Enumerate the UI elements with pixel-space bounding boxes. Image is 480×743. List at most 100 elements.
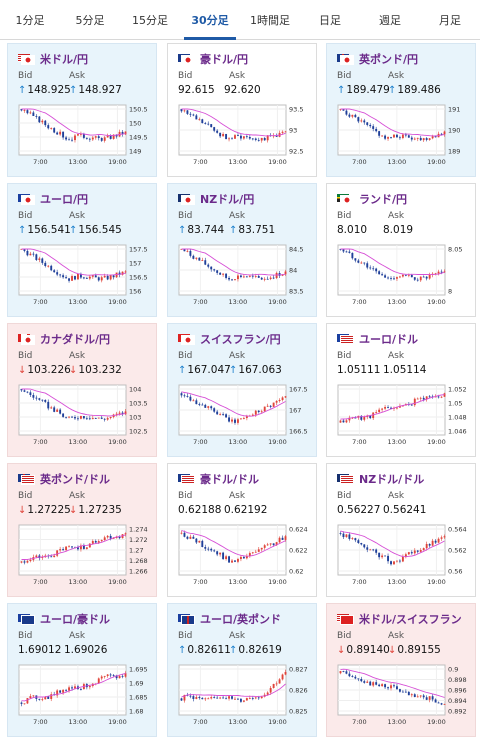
candle-body bbox=[381, 684, 384, 687]
candle-body bbox=[369, 549, 372, 551]
rate-card[interactable]: ユーロ/円 Bid Ask ↑156.541 ↑156.545 157.5 157 156.5… bbox=[7, 183, 157, 317]
rate-card[interactable]: 英ポンド/円 Bid Ask ↑189.479 ↑189.486 191 190 189 7:0… bbox=[326, 43, 476, 177]
rate-card[interactable]: 米ドル/スイスフラン Bid Ask ↓0.89140 ↓0.89155 0.9 0.898… bbox=[326, 603, 476, 737]
mini-candlestick-chart[interactable]: 1.052 1.05 1.048 1.046 7:00 13:00 19:00 bbox=[335, 381, 467, 453]
candle-body bbox=[428, 696, 431, 700]
candle-body bbox=[50, 265, 53, 271]
card-header: ランド/円 bbox=[337, 192, 407, 206]
tab-7[interactable]: 週足 bbox=[379, 14, 401, 27]
candle-body bbox=[345, 534, 348, 538]
candle-body bbox=[85, 278, 88, 279]
candle-body bbox=[354, 114, 357, 118]
tab-5[interactable]: 1時間足 bbox=[250, 14, 290, 27]
currency-pair-name[interactable]: 豪ドル/ドル bbox=[200, 473, 260, 486]
rate-card[interactable]: スイスフラン/円 Bid Ask ↑167.047 ↑167.063 167.5 167 16… bbox=[167, 323, 317, 457]
x-tick-label: 7:00 bbox=[33, 438, 48, 446]
currency-pair-name[interactable]: ユーロ/豪ドル bbox=[40, 613, 111, 626]
candle-body bbox=[68, 546, 70, 548]
mini-candlestick-chart[interactable]: 191 190 189 7:00 13:00 19:00 bbox=[335, 101, 467, 173]
mini-candlestick-chart[interactable]: 0.624 0.622 0.62 7:00 13:00 19:00 bbox=[176, 521, 308, 593]
candle-body bbox=[431, 136, 434, 139]
currency-pair-name[interactable]: NZドル/ドル bbox=[359, 473, 425, 486]
ask-number: 0.82619 bbox=[238, 644, 282, 656]
candle-body bbox=[29, 112, 32, 114]
mini-candlestick-chart[interactable]: 1.274 1.272 1.27 1.268 1.266 7:00 13:00 19:00 bbox=[16, 521, 148, 593]
currency-pair-name[interactable]: スイスフラン/円 bbox=[200, 333, 281, 346]
mini-candlestick-chart[interactable]: 84.5 84 83.5 7:00 13:00 19:00 bbox=[176, 241, 308, 313]
candle-body bbox=[443, 131, 446, 135]
y-tick-label: 0.56 bbox=[448, 568, 462, 576]
mini-candlestick-chart[interactable]: 93.5 93 92.5 7:00 13:00 19:00 bbox=[176, 101, 308, 173]
candle-body bbox=[348, 534, 351, 539]
candle-body bbox=[74, 135, 76, 141]
tab-1[interactable]: 1分足 bbox=[15, 14, 45, 27]
y-tick-label: 1.274 bbox=[129, 526, 148, 534]
candle-body bbox=[407, 552, 410, 555]
tab-2[interactable]: 5分足 bbox=[75, 14, 105, 27]
rate-card[interactable]: 米ドル/円 Bid Ask ↑148.925 ↑148.927 150.5 150 149.5… bbox=[7, 43, 157, 177]
chart-svg: 0.624 0.622 0.62 7:00 13:00 19:00 bbox=[178, 524, 308, 586]
x-tick-label: 13:00 bbox=[68, 158, 87, 166]
x-tick-label: 13:00 bbox=[228, 718, 247, 726]
candle-body bbox=[360, 542, 363, 545]
currency-pair-name[interactable]: カナダドル/円 bbox=[40, 333, 111, 346]
tab-3[interactable]: 15分足 bbox=[132, 14, 168, 27]
currency-pair-name[interactable]: 英ポンド/円 bbox=[359, 53, 419, 66]
candle-body bbox=[422, 138, 425, 141]
ask-value: 1.05114 bbox=[383, 364, 426, 376]
mini-candlestick-chart[interactable]: 1.695 1.69 1.685 1.68 7:00 13:00 19:00 bbox=[16, 661, 148, 733]
us-flag-icon bbox=[341, 476, 353, 484]
rate-card[interactable]: ユーロ/豪ドル Bid Ask 1.69012 1.69026 1.695 1.69 1.68… bbox=[7, 603, 157, 737]
mini-candlestick-chart[interactable]: 104 103.5 103 102.5 7:00 13:00 19:00 bbox=[16, 381, 148, 453]
x-tick-label: 13:00 bbox=[228, 578, 247, 586]
mini-candlestick-chart[interactable]: 0.827 0.826 0.825 7:00 13:00 19:00 bbox=[176, 661, 308, 733]
jp-flag-icon bbox=[182, 196, 194, 204]
mini-candlestick-chart[interactable]: 157.5 157 156.5 156 7:00 13:00 19:00 bbox=[16, 241, 148, 313]
candle-body bbox=[443, 271, 446, 273]
moving-average-line bbox=[340, 248, 445, 276]
rate-card[interactable]: 豪ドル/ドル Bid Ask 0.62188 0.62192 0.624 0.622 0.62… bbox=[167, 463, 317, 597]
currency-pair-name[interactable]: ランド/円 bbox=[359, 193, 408, 206]
candle-body bbox=[100, 417, 103, 419]
currency-pair-name[interactable]: 英ポンド/ドル bbox=[40, 473, 111, 486]
candle-body bbox=[41, 557, 44, 559]
rate-card[interactable]: 豪ドル/円 Bid Ask 92.615 92.620 93.5 93 92.5 7:00 13:… bbox=[167, 43, 317, 177]
ask-number: 167.063 bbox=[238, 364, 282, 376]
card-header: ユーロ/英ポンド bbox=[178, 612, 281, 626]
mini-candlestick-chart[interactable]: 150.5 150 149.5 149 7:00 13:00 19:00 bbox=[16, 101, 148, 173]
currency-pair-name[interactable]: ユーロ/ドル bbox=[359, 333, 419, 346]
candle-body bbox=[50, 694, 53, 699]
currency-pair-name[interactable]: 豪ドル/円 bbox=[200, 53, 249, 66]
currency-pair-name[interactable]: 米ドル/円 bbox=[40, 53, 89, 66]
rate-card[interactable]: ランド/円 Bid Ask 8.010 8.019 8.05 8 7:00 13:00 19:00 bbox=[326, 183, 476, 317]
rate-card[interactable]: NZドル/円 Bid Ask ↑83.744 ↑83.751 84.5 84 83.5 7:00… bbox=[167, 183, 317, 317]
candle-body bbox=[195, 115, 198, 120]
mini-candlestick-chart[interactable]: 0.564 0.562 0.56 7:00 13:00 19:00 bbox=[335, 521, 467, 593]
rate-card[interactable]: カナダドル/円 Bid Ask ↓103.226 ↓103.232 104 103.5 103… bbox=[7, 323, 157, 457]
ask-number: 1.05114 bbox=[383, 364, 427, 376]
candle-body bbox=[225, 556, 228, 560]
tab-6[interactable]: 日足 bbox=[319, 14, 341, 27]
currency-flags-icon bbox=[337, 194, 353, 204]
y-tick-label: 103.5 bbox=[129, 400, 148, 408]
rate-card[interactable]: 英ポンド/ドル Bid Ask ↓1.27225 ↓1.27235 1.274 1.272 1… bbox=[7, 463, 157, 597]
rate-card[interactable]: NZドル/ドル Bid Ask 0.56227 0.56241 0.564 0.562 0.5… bbox=[326, 463, 476, 597]
currency-pair-name[interactable]: ユーロ/英ポンド bbox=[200, 613, 282, 626]
mini-candlestick-chart[interactable]: 167.5 167 166.5 7:00 13:00 19:00 bbox=[176, 381, 308, 453]
mini-candlestick-chart[interactable]: 8.05 8 7:00 13:00 19:00 bbox=[335, 241, 467, 313]
bid-label: Bid bbox=[337, 631, 352, 641]
currency-pair-name[interactable]: ユーロ/円 bbox=[40, 193, 89, 206]
candle-body bbox=[434, 540, 437, 543]
currency-pair-name[interactable]: NZドル/円 bbox=[200, 193, 255, 206]
ask-label: Ask bbox=[69, 351, 86, 361]
rate-card[interactable]: ユーロ/ドル Bid Ask 1.05111 1.05114 1.052 1.05 1.048… bbox=[326, 323, 476, 457]
bid-number: 167.047 bbox=[187, 364, 231, 376]
tab-8[interactable]: 月足 bbox=[439, 14, 461, 27]
tab-4[interactable]: 30分足 bbox=[180, 0, 240, 40]
mini-candlestick-chart[interactable]: 0.9 0.898 0.896 0.894 0.892 7:00 13:00 19:00 bbox=[335, 661, 467, 733]
bid-value: ↑148.925 bbox=[18, 84, 71, 96]
currency-pair-name[interactable]: 米ドル/スイスフラン bbox=[359, 613, 462, 626]
rate-card[interactable]: ユーロ/英ポンド Bid Ask ↑0.82611 ↑0.82619 0.827 0.826… bbox=[167, 603, 317, 737]
candle-body bbox=[443, 393, 446, 397]
candle-body bbox=[384, 555, 387, 557]
